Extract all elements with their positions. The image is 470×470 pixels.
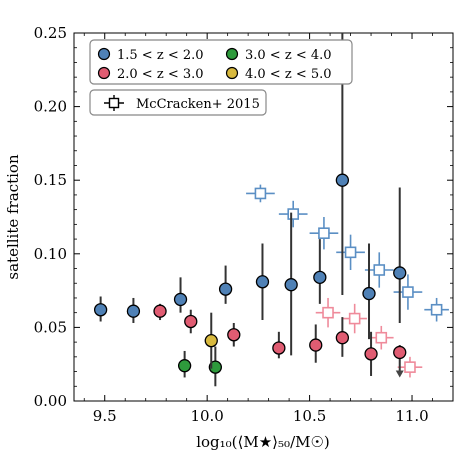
y-axis-label: satellite fraction (4, 154, 22, 280)
mccracken-square (254, 187, 267, 200)
data-point (218, 265, 233, 304)
data-marks (93, 33, 449, 387)
mccracken-point (424, 297, 449, 322)
y-tick-label: 0.15 (34, 171, 67, 189)
legend-box-redshift (89, 39, 353, 85)
point-marker (153, 304, 167, 318)
legend-reference-label: McCracken+ 2015 (136, 97, 260, 112)
point-marker (227, 328, 241, 342)
axis-ticks: 9.5 10.0 10.5 11.0 0.00 0.05 0.10 0.15 0.20 0.25 (34, 24, 454, 425)
point-marker (335, 173, 350, 187)
legend-reference-marker (104, 95, 124, 111)
data-point (313, 239, 327, 304)
mccracken-square (404, 361, 416, 373)
legend-box-reference (89, 89, 267, 116)
data-point (364, 331, 378, 376)
mccracken-square (348, 312, 361, 325)
data-point (362, 243, 376, 340)
mccracken-point (369, 325, 394, 350)
mccracken-point (278, 200, 308, 228)
upper-limit-arrow (395, 370, 404, 378)
mccracken-square (287, 208, 300, 220)
point-marker (272, 341, 286, 355)
y-tick-label: 0.05 (34, 318, 67, 336)
data-point (208, 346, 223, 387)
y-tick-label: 0.10 (34, 245, 67, 263)
point-marker (393, 266, 407, 280)
y-tick-label: 0.25 (34, 24, 67, 42)
mccracken-square (322, 306, 334, 319)
legend-marker (97, 66, 111, 80)
mccracken-square (344, 246, 357, 259)
x-tick-label: 10.0 (190, 407, 223, 425)
point-marker (284, 278, 298, 292)
data-point (255, 243, 270, 321)
mccracken-point (342, 303, 367, 334)
legend: 1.5 < z < 2.0 3.0 < z < 4.0 2.0 < z < 3.0 4… (89, 39, 353, 116)
mccracken-square (430, 303, 443, 316)
y-tick-label: 0.20 (34, 98, 67, 116)
point-marker (255, 275, 270, 289)
legend-marker (225, 47, 239, 61)
point-marker (173, 292, 188, 307)
mccracken-point (336, 234, 365, 270)
legend-label: 2.0 < z < 3.0 (117, 67, 204, 82)
data-point (284, 212, 298, 356)
legend-label: 3.0 < z < 4.0 (245, 48, 332, 63)
point-marker (393, 345, 407, 360)
point-marker (362, 286, 376, 301)
data-point (335, 317, 350, 357)
point-marker (309, 338, 323, 352)
mccracken-point (393, 274, 423, 310)
point-marker (208, 360, 223, 374)
data-point (204, 312, 218, 369)
mccracken-point (315, 297, 341, 328)
plot-frame (73, 32, 454, 402)
legend-label: 4.0 < z < 5.0 (245, 67, 332, 82)
data-point (393, 187, 407, 323)
mccracken-square (402, 286, 414, 298)
x-tick-label: 11.0 (395, 407, 428, 425)
mccracken-point (397, 356, 423, 378)
mccracken-point (246, 184, 275, 203)
data-point (309, 324, 323, 363)
legend-marker (225, 66, 239, 80)
x-axis-label: log₁₀(⟨M★⟩₅₀/M☉) (196, 433, 330, 451)
point-marker (93, 303, 108, 317)
data-point (153, 303, 167, 321)
legend-label: 1.5 < z < 2.0 (117, 48, 204, 63)
point-marker (364, 347, 378, 361)
data-point (272, 331, 286, 359)
mccracken-point (309, 217, 339, 250)
point-marker (313, 270, 327, 285)
point-marker (335, 331, 350, 345)
point-marker (126, 304, 141, 318)
mccracken-square (318, 227, 330, 239)
data-point (393, 345, 407, 378)
point-marker (218, 282, 233, 296)
point-marker (177, 359, 192, 373)
x-tick-label: 10.5 (293, 407, 326, 425)
point-marker (184, 314, 198, 329)
legend-marker (97, 47, 111, 61)
data-point (177, 350, 192, 378)
mccracken-square (375, 331, 388, 344)
point-marker (204, 333, 218, 348)
data-point (173, 277, 188, 313)
data-point (126, 297, 141, 323)
data-point (184, 309, 198, 334)
y-tick-label: 0.00 (34, 392, 67, 410)
data-point (227, 322, 241, 347)
x-tick-label: 9.5 (93, 407, 117, 425)
mccracken-square (373, 264, 386, 276)
data-point (93, 296, 108, 322)
